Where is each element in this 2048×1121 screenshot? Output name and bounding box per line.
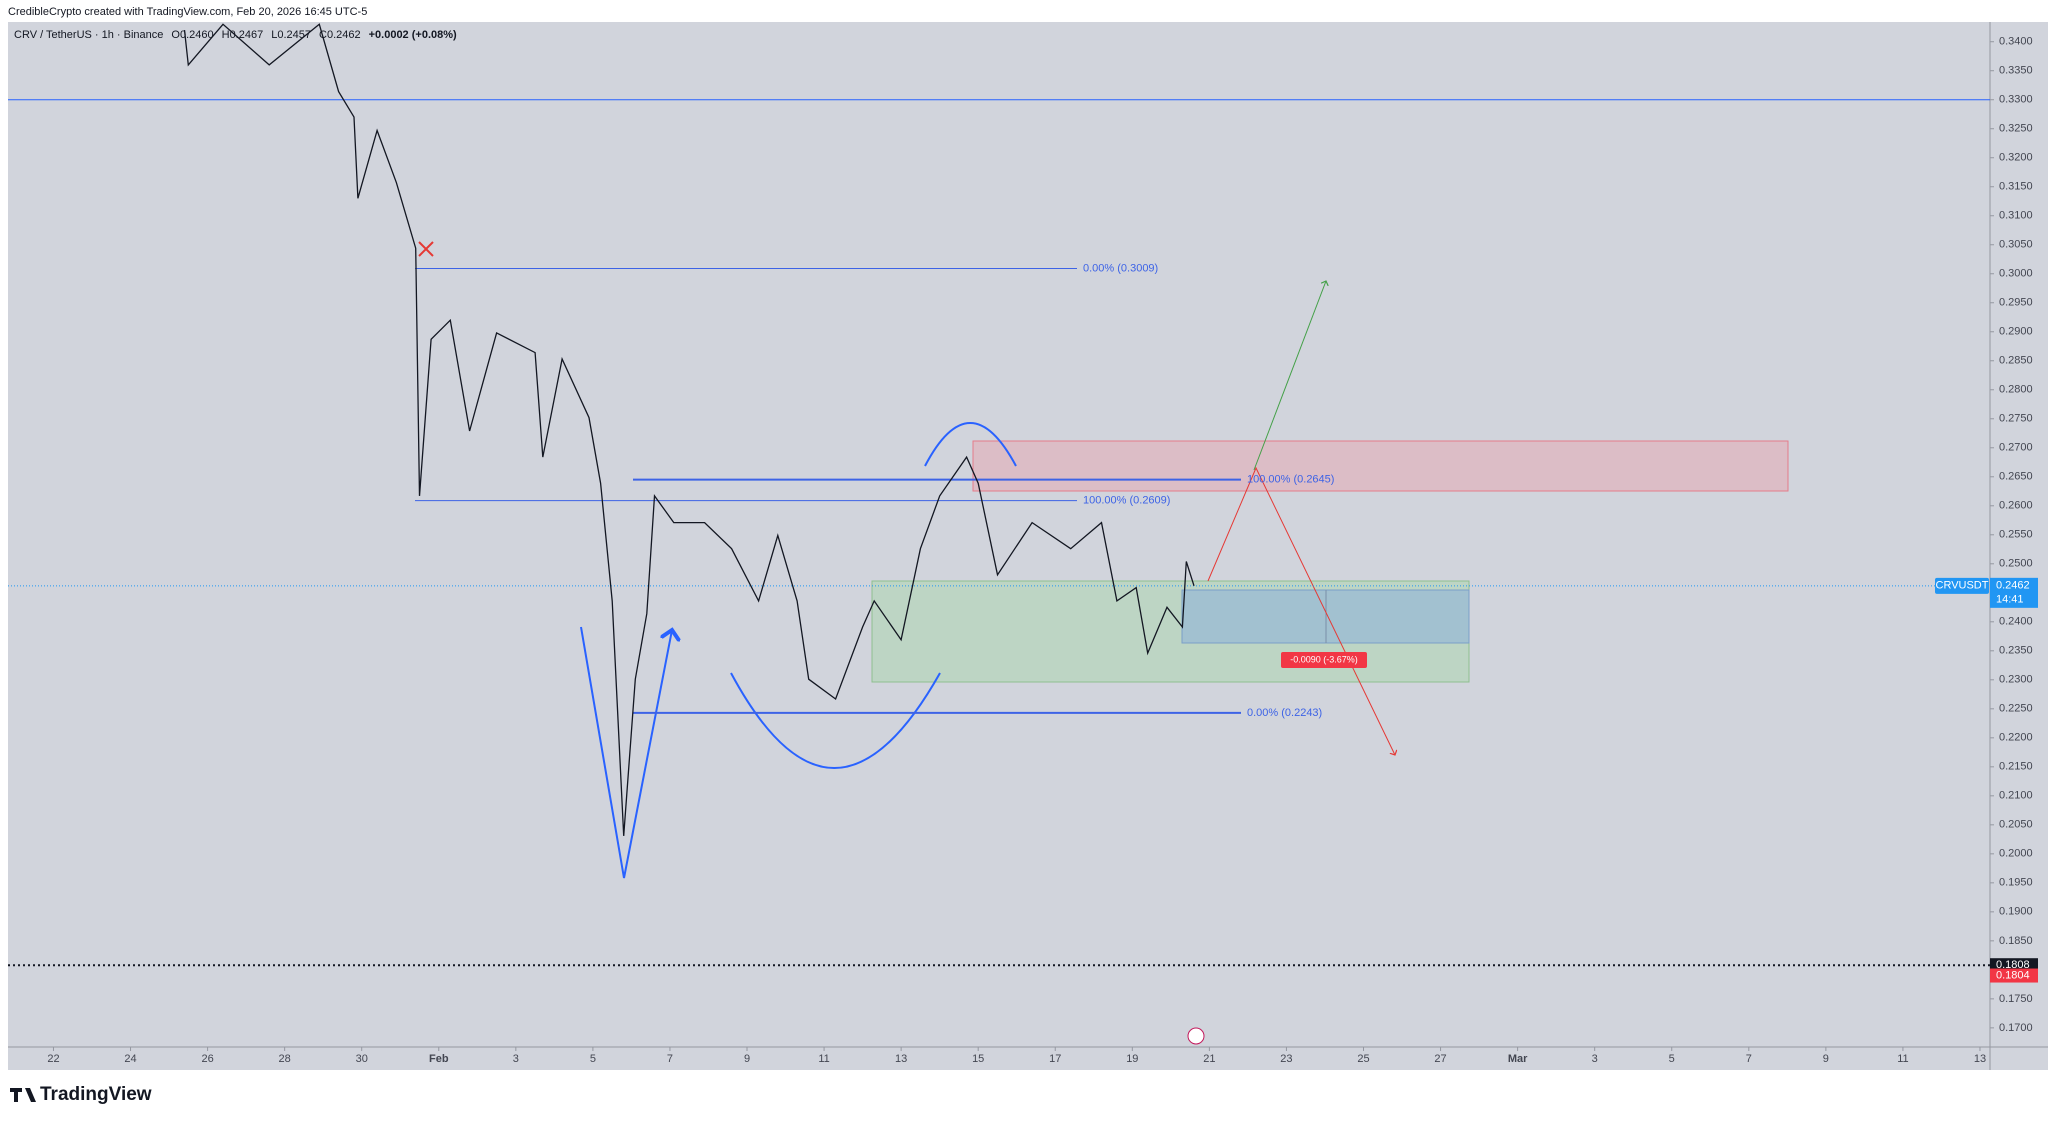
y-tick-label: 0.2400 (1999, 616, 2033, 628)
fib-label: 100.00% (0.2645) (1247, 474, 1334, 486)
y-tick-label: 0.3300 (1999, 94, 2033, 106)
x-tick-label: 3 (1592, 1053, 1598, 1065)
fib-label: 0.00% (0.3009) (1083, 262, 1158, 274)
x-tick-label: Mar (1508, 1053, 1528, 1065)
alert-label: 0.1808 (1996, 959, 2030, 971)
y-tick-label: 0.1750 (1999, 993, 2033, 1005)
y-tick-label: 0.2750 (1999, 413, 2033, 425)
y-tick-label: 0.2800 (1999, 384, 2033, 396)
y-tick-label: 0.2500 (1999, 558, 2033, 570)
event-icon (1187, 1027, 1205, 1045)
y-tick-label: 0.1850 (1999, 935, 2033, 947)
x-tick-label: 11 (1897, 1053, 1908, 1065)
x-tick-label: 5 (590, 1053, 596, 1065)
x-tick-label: 3 (513, 1053, 519, 1065)
x-tick-label: 17 (1049, 1053, 1061, 1065)
countdown: 14:41 (1996, 594, 2024, 606)
x-tick-label: Feb (429, 1053, 449, 1065)
y-tick-label: 0.2650 (1999, 471, 2033, 483)
x-tick-label: 7 (667, 1053, 673, 1065)
symbol-tag (1935, 577, 1989, 594)
y-tick-label: 0.3200 (1999, 152, 2033, 164)
ohlc-value: 0.2460 (180, 29, 214, 41)
change: +0.0002 (+0.08%) (369, 29, 457, 41)
y-tick-label: 0.2700 (1999, 442, 2033, 454)
x-tick-label: 27 (1434, 1053, 1446, 1065)
symbol-title: CRV / TetherUS · 1h · Binance (14, 29, 163, 41)
y-tick-label: 0.1900 (1999, 906, 2033, 918)
x-tick-label: 25 (1357, 1053, 1369, 1065)
ohlc-value: 0.2462 (327, 29, 361, 41)
x-tick-label: 21 (1203, 1053, 1215, 1065)
y-tick-label: 0.3250 (1999, 123, 2033, 135)
y-tick-label: 0.3150 (1999, 181, 2033, 193)
last-price-tag (1990, 577, 2038, 608)
x-tick-label: 9 (1823, 1053, 1829, 1065)
y-tick-label: 0.2850 (1999, 355, 2033, 367)
price-line (183, 23, 1195, 836)
y-tick-label: 0.2200 (1999, 732, 2033, 744)
y-tick-label: 0.2950 (1999, 297, 2033, 309)
plot: 0.00% (0.3009) 100.00% (0.2609) 100.00% (0… (8, 23, 1990, 967)
y-tick-label: 0.3100 (1999, 210, 2033, 222)
y-tick-label: 0.2150 (1999, 761, 2033, 773)
x-tick-label: 19 (1126, 1053, 1138, 1065)
y-tick-label: 0.2100 (1999, 790, 2033, 802)
x-tick-label: 15 (972, 1053, 984, 1065)
x-mark (418, 241, 434, 257)
drawings (418, 241, 1789, 1045)
brand-logo (10, 1088, 36, 1102)
rounded-top (924, 422, 1017, 467)
fib-label: 100.00% (0.2609) (1083, 494, 1170, 506)
alert-price-label: 0.1804 (1996, 969, 2030, 981)
ohlc-key: L (271, 29, 277, 41)
y-tick-label: 0.2300 (1999, 674, 2033, 686)
measure-label: -0.0090 (-3.67%) (1290, 654, 1358, 664)
x-tick-label: 28 (279, 1053, 291, 1065)
y-tick-label: 0.2900 (1999, 326, 2033, 338)
y-tick-label: 0.2550 (1999, 529, 2033, 541)
chart: CRV / TetherUS · 1h · Binance O0.2460 H 0.2… (8, 23, 2038, 1065)
y-tick-label: 0.2000 (1999, 848, 2033, 860)
alert-price-tag (1990, 968, 2038, 983)
x-tick-label: 11 (818, 1053, 829, 1065)
credit: CredibleCrypto created with TradingView.… (8, 6, 367, 18)
y-tick-label: 0.3350 (1999, 65, 2033, 77)
bull-arrow (1253, 281, 1326, 471)
x-tick-label: 30 (356, 1053, 368, 1065)
x-tick-label: 9 (744, 1053, 750, 1065)
y-tick-label: 0.3000 (1999, 268, 2033, 280)
legend: CRV / TetherUS · 1h · Binance O0.2460 H 0.2… (14, 29, 457, 41)
supply-zone (972, 440, 1789, 492)
x-tick-label: 5 (1669, 1053, 1675, 1065)
y-tick-label: 0.2050 (1999, 819, 2033, 831)
x-tick-label: 13 (1974, 1053, 1986, 1065)
y-tick-label: 0.1950 (1999, 877, 2033, 889)
x-tick-label: 7 (1746, 1053, 1752, 1065)
y-tick-label: 0.3050 (1999, 239, 2033, 251)
last-price-label: 0.2462 (1996, 580, 2030, 592)
fib-label: 0.00% (0.2243) (1247, 707, 1322, 719)
symbol-tag-label: CRVUSDT (1936, 580, 1989, 592)
x-tick-label: 22 (47, 1053, 59, 1065)
rounded-bottom (730, 672, 941, 769)
ohlc-key: H (222, 29, 230, 41)
y-tick-label: 0.2250 (1999, 703, 2033, 715)
x-tick-label: 26 (201, 1053, 213, 1065)
y-tick-label: 0.1700 (1999, 1022, 2033, 1034)
y-tick-label: 0.3400 (1999, 36, 2033, 48)
y-tick-label: 0.2600 (1999, 500, 2033, 512)
ohlc-key: O (171, 29, 180, 41)
brand-name: TradingView (40, 1084, 152, 1105)
measure-tag (1281, 652, 1367, 668)
chart-background (8, 22, 2048, 1070)
y-tick-label: 0.2350 (1999, 645, 2033, 657)
x-tick-label: 23 (1280, 1053, 1292, 1065)
x-tick-label: 24 (124, 1053, 136, 1065)
x-tick-label: 13 (895, 1053, 907, 1065)
